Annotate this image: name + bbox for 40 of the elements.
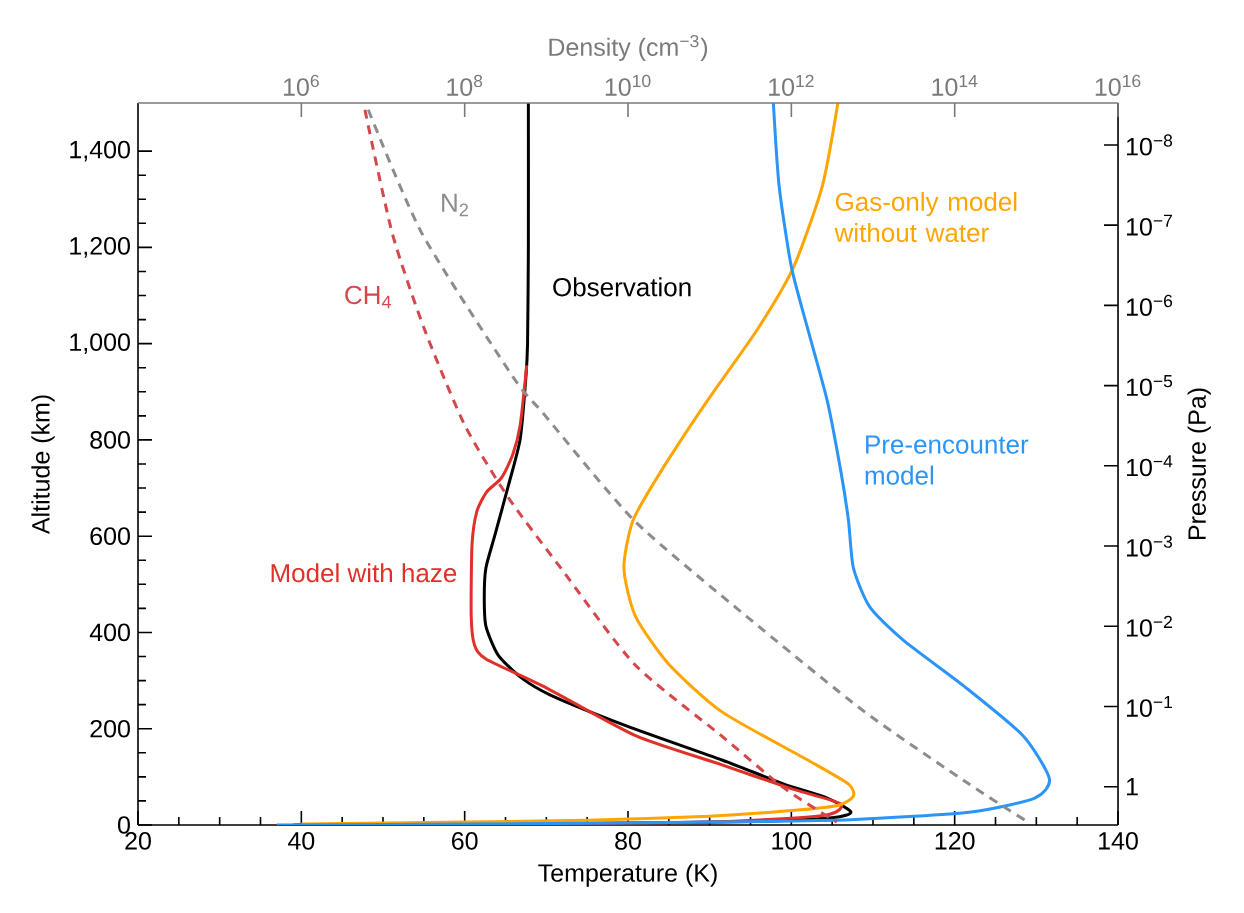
y2-tick-label: 10$^{−1}$	[1127, 695, 1172, 717]
x-tick-label: 10$^{10}$	[605, 74, 651, 96]
series-label: N$_{2}$	[442, 193, 468, 217]
y-tick-label: 1,400	[70, 140, 130, 162]
x-tick-label: 140	[1099, 832, 1138, 850]
y-tick-label: 400	[89, 623, 130, 642]
y2-axis-title: Pressure (Pa)	[1187, 388, 1211, 540]
y-tick-label: 200	[90, 719, 130, 738]
x-axis-title: Temperature (K)	[538, 863, 717, 887]
series-label: Observation	[553, 277, 691, 297]
x-tick-label: 10$^{16}$	[1095, 74, 1141, 96]
series-label: Model with haze	[271, 563, 457, 583]
y2-tick-label: 10$^{−3}$	[1127, 535, 1173, 557]
y-axis-title: Altitude (km)	[31, 395, 55, 535]
y2-tick-label: 10$^{−4}$	[1127, 455, 1173, 477]
y-tick-label: 1,200	[70, 237, 130, 258]
y-tick-label: 0	[118, 816, 130, 834]
y2-tick-label: 10$^{−6}$	[1127, 294, 1173, 316]
y2-tick-label: 10$^{−2}$	[1127, 615, 1172, 637]
x-tick-label: 120	[935, 832, 975, 850]
x-tick-label: 10$^{14}$	[932, 74, 978, 96]
y-tick-label: 1,000	[70, 333, 130, 354]
x-tick-label: 60	[452, 832, 478, 850]
x-tick-label: 40	[287, 832, 315, 850]
y2-tick-label: 10$^{−7}$	[1127, 214, 1172, 236]
x-tick-label: 100	[772, 832, 812, 850]
y-tick-label: 800	[90, 431, 130, 449]
x-tick-label: 80	[615, 832, 641, 850]
series-label: Pre-encounter model	[865, 435, 1029, 485]
series-label: Gas-only model without water	[834, 192, 1017, 243]
series-label: CH$_{4}$	[345, 285, 392, 309]
x-tick-label: 20	[125, 832, 151, 850]
y2-tick-label: 10$^{−5}$	[1127, 375, 1173, 397]
x-tick-label: 10$^{8}$	[447, 74, 483, 96]
x-axis-title: Density (cm$^{−3}$)	[549, 34, 708, 61]
y2-tick-label: 1	[1127, 778, 1138, 796]
y-tick-label: 600	[90, 527, 130, 546]
x-tick-label: 10$^{12}$	[769, 74, 814, 96]
y2-tick-label: 10$^{−8}$	[1127, 134, 1173, 156]
x-tick-label: 10$^{6}$	[283, 74, 319, 96]
